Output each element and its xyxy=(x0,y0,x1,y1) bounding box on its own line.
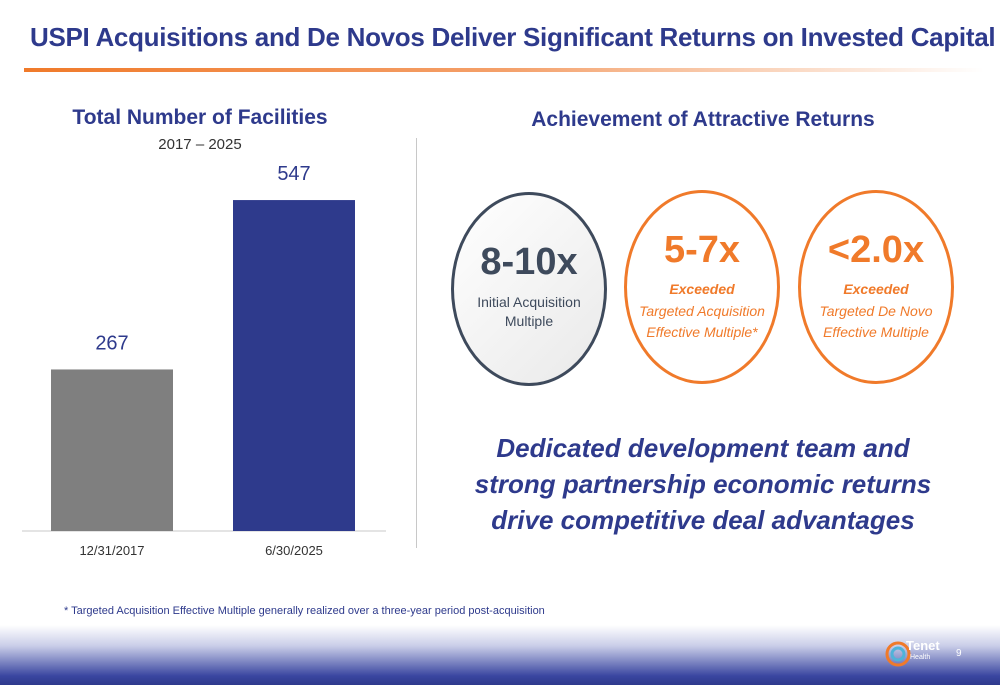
bar-1 xyxy=(233,200,355,531)
footer-band xyxy=(0,625,1000,685)
bar-value-label-0: 267 xyxy=(95,332,128,354)
title-underline xyxy=(24,68,984,72)
category-label-1: 6/30/2025 xyxy=(265,543,323,558)
initial-multiple-value: 8-10x xyxy=(480,241,578,283)
acquisition-label-line2: Effective Multiple* xyxy=(646,324,758,340)
section-divider xyxy=(416,138,417,548)
tagline-line2: strong partnership economic returns xyxy=(474,469,932,499)
bar-value-label-1: 547 xyxy=(277,163,310,185)
tagline: Dedicated development team and strong pa… xyxy=(440,430,966,538)
acquisition-status: Exceeded xyxy=(669,281,735,297)
logo-name: Tenet xyxy=(906,638,940,653)
initial-multiple-label-line1: Initial Acquisition xyxy=(477,294,581,310)
tagline-line3: drive competitive deal advantages xyxy=(491,505,915,535)
category-label-0: 12/31/2017 xyxy=(79,543,144,558)
footnote: * Targeted Acquisition Effective Multipl… xyxy=(64,605,545,617)
chart-subtitle: 2017 – 2025 xyxy=(158,136,242,153)
initial-multiple-circle: 8-10x Initial Acquisition Multiple xyxy=(451,192,607,386)
acquisition-multiple-circle: 5-7x Exceeded Targeted Acquisition Effec… xyxy=(624,190,780,384)
denovo-multiple-circle: <2.0x Exceeded Targeted De Novo Effectiv… xyxy=(798,190,954,384)
denovo-multiple-label: Targeted De Novo Effective Multiple xyxy=(807,301,945,343)
initial-multiple-label-line2: Multiple xyxy=(504,313,554,329)
initial-multiple-label: Initial Acquisition Multiple xyxy=(462,293,596,331)
denovo-label-line1: Targeted De Novo xyxy=(819,303,933,319)
denovo-status: Exceeded xyxy=(843,281,909,297)
denovo-label-line2: Effective Multiple xyxy=(823,324,929,340)
tenet-logo-icon xyxy=(885,641,911,667)
page-title: USPI Acquisitions and De Novos Deliver S… xyxy=(30,22,996,52)
chart-title: Total Number of Facilities xyxy=(72,106,328,129)
facilities-bar-chart: 267 12/31/2017 547 6/30/2025 xyxy=(22,163,386,558)
denovo-multiple-value: <2.0x xyxy=(827,229,925,271)
acquisition-label-line1: Targeted Acquisition xyxy=(639,303,765,319)
tagline-line1: Dedicated development team and xyxy=(496,433,910,463)
logo-subtext: Health xyxy=(910,654,931,661)
page-number: 9 xyxy=(956,648,962,659)
acquisition-multiple-label: Targeted Acquisition Effective Multiple* xyxy=(633,301,771,343)
returns-title: Achievement of Attractive Returns xyxy=(531,108,875,131)
acquisition-multiple-value: 5-7x xyxy=(663,229,741,271)
bar-0 xyxy=(51,369,173,531)
